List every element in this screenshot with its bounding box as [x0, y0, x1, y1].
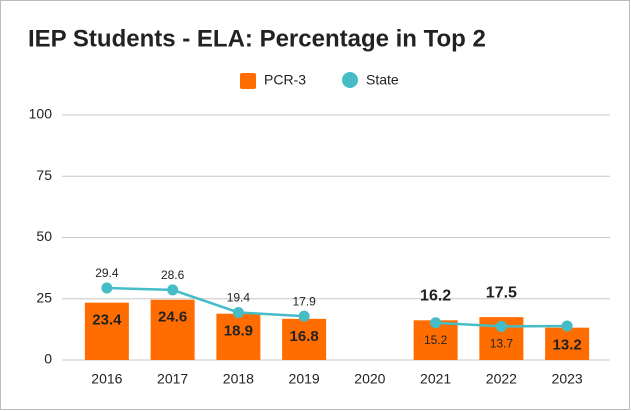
- line-point: [232, 306, 244, 318]
- y-tick-label: 0: [44, 351, 52, 367]
- bar-label: 18.9: [224, 323, 253, 340]
- bar-label: 24.6: [158, 309, 187, 326]
- bar-label: 16.8: [290, 328, 319, 345]
- bar: [84, 302, 129, 360]
- x-tick-label: 2016: [91, 371, 122, 387]
- bar-label: 16.2: [420, 288, 451, 305]
- legend-label: PCR-3: [264, 72, 306, 88]
- line-point: [430, 317, 442, 329]
- x-tick-label: 2017: [157, 371, 188, 387]
- line-label: 15.2: [424, 333, 448, 347]
- legend-swatch: [342, 72, 359, 88]
- line-label: 19.4: [227, 291, 251, 305]
- line-point: [298, 310, 310, 322]
- bar-label: 13.2: [553, 337, 582, 354]
- line-point: [101, 282, 113, 294]
- line-label: 28.6: [161, 268, 185, 282]
- y-tick-label: 75: [36, 167, 52, 183]
- y-tick-label: 25: [36, 289, 52, 305]
- bar-label: 23.4: [92, 312, 122, 329]
- bar: [150, 299, 195, 360]
- x-tick-label: 2021: [420, 371, 451, 387]
- y-tick-label: 50: [36, 228, 52, 244]
- legend-swatch: [240, 73, 256, 89]
- bar: [545, 327, 590, 360]
- chart-title: IEP Students - ELA: Percentage in Top 2: [28, 25, 486, 52]
- x-tick-label: 2018: [223, 371, 254, 387]
- bar-label: 17.5: [486, 284, 517, 301]
- line-label: 29.4: [95, 266, 119, 280]
- bar: [282, 318, 327, 360]
- line-point: [495, 320, 507, 332]
- x-tick-label: 2019: [289, 371, 320, 387]
- line-point: [167, 284, 179, 296]
- x-tick-label: 2020: [354, 371, 385, 387]
- y-tick-label: 100: [29, 106, 53, 122]
- x-tick-label: 2023: [552, 371, 583, 387]
- line-point: [561, 320, 573, 332]
- legend-label: State: [366, 72, 399, 88]
- bar: [216, 313, 261, 360]
- x-tick-label: 2022: [486, 371, 517, 387]
- line-label: 17.9: [292, 294, 316, 308]
- line-label: 13.7: [490, 337, 514, 351]
